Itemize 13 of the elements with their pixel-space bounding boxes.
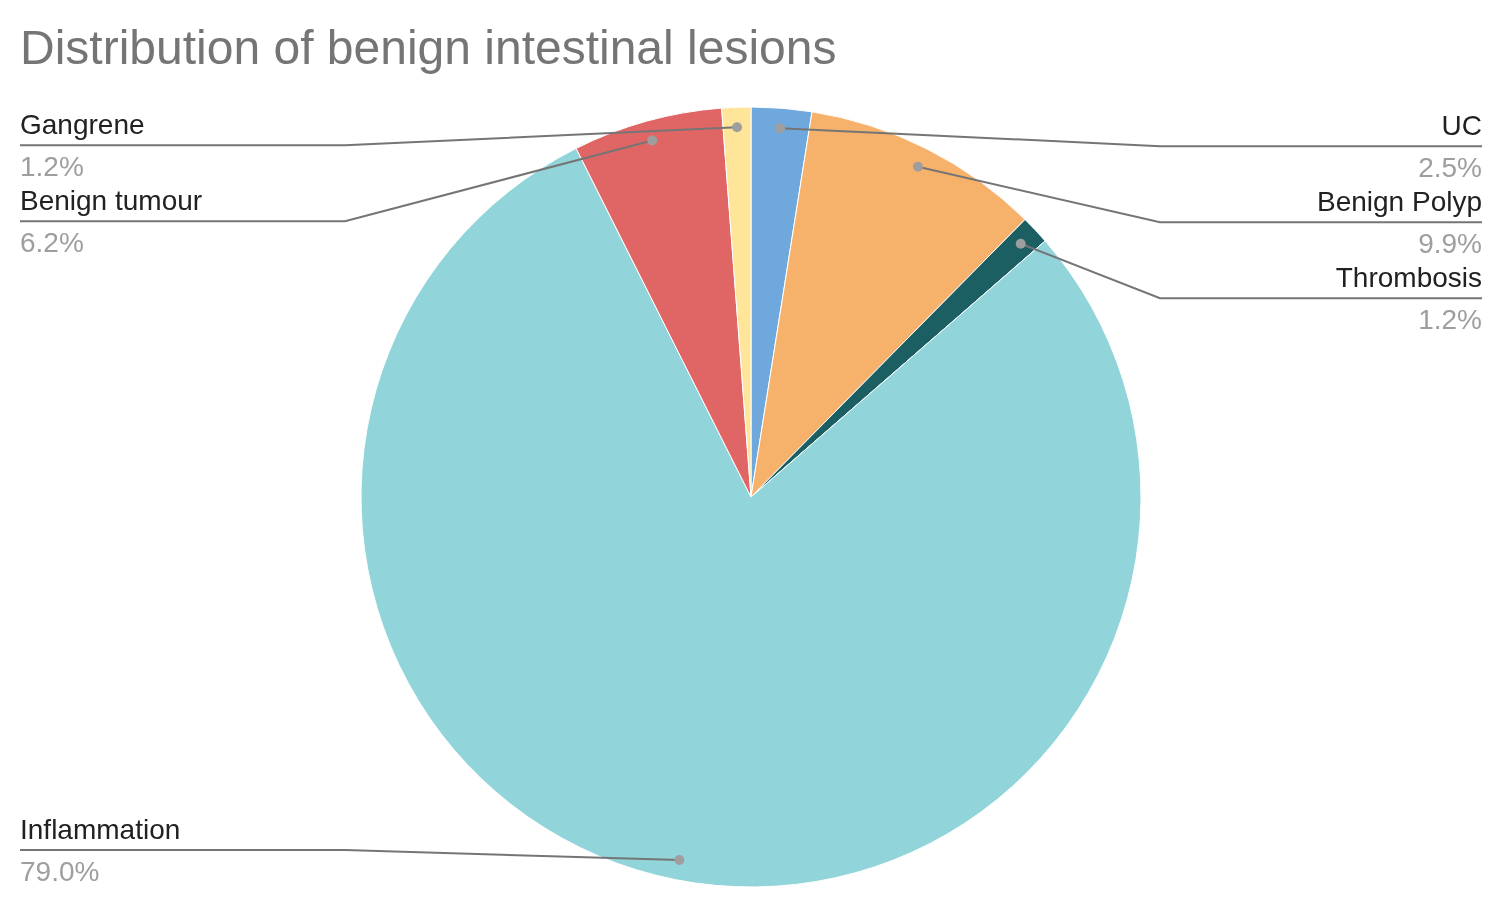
- slice-label: Benign Polyp: [1316, 186, 1482, 218]
- data-label: 2.5%: [1418, 152, 1482, 184]
- chart-title: Distribution of benign intestinal lesions: [20, 21, 837, 74]
- slice-label: Thrombosis: [1335, 262, 1482, 294]
- data-label: 1.2%: [20, 151, 84, 183]
- slice-label: Gangrene: [20, 109, 145, 141]
- data-label: 6.2%: [20, 227, 84, 259]
- data-label: 9.9%: [1418, 228, 1482, 260]
- slice-label: Benign tumour: [20, 185, 203, 217]
- data-label: 1.2%: [1418, 304, 1482, 336]
- slice-label: UC: [1441, 110, 1482, 142]
- slice-label: Inflammation: [20, 814, 181, 845]
- data-label: 79.0%: [20, 856, 100, 887]
